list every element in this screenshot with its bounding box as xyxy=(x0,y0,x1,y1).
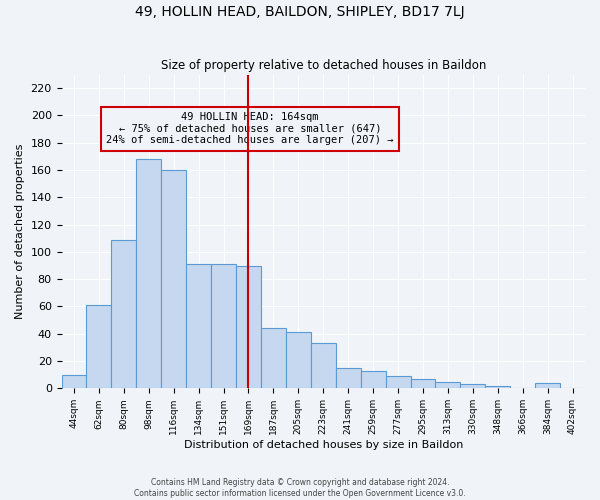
Bar xyxy=(112,240,136,388)
Title: Size of property relative to detached houses in Baildon: Size of property relative to detached ho… xyxy=(161,59,486,72)
Bar xyxy=(86,305,112,388)
Text: 49, HOLLIN HEAD, BAILDON, SHIPLEY, BD17 7LJ: 49, HOLLIN HEAD, BAILDON, SHIPLEY, BD17 … xyxy=(135,5,465,19)
Bar xyxy=(186,264,211,388)
Bar xyxy=(261,328,286,388)
Bar xyxy=(62,374,86,388)
Bar xyxy=(436,382,460,388)
Bar xyxy=(386,376,410,388)
X-axis label: Distribution of detached houses by size in Baildon: Distribution of detached houses by size … xyxy=(184,440,463,450)
Bar xyxy=(535,383,560,388)
Bar xyxy=(311,344,336,388)
Y-axis label: Number of detached properties: Number of detached properties xyxy=(15,144,25,319)
Bar xyxy=(410,379,436,388)
Bar xyxy=(286,332,311,388)
Text: Contains HM Land Registry data © Crown copyright and database right 2024.
Contai: Contains HM Land Registry data © Crown c… xyxy=(134,478,466,498)
Bar xyxy=(336,368,361,388)
Bar xyxy=(460,384,485,388)
Bar xyxy=(361,370,386,388)
Text: 49 HOLLIN HEAD: 164sqm
← 75% of detached houses are smaller (647)
24% of semi-de: 49 HOLLIN HEAD: 164sqm ← 75% of detached… xyxy=(106,112,394,146)
Bar xyxy=(485,386,510,388)
Bar xyxy=(136,159,161,388)
Bar xyxy=(236,266,261,388)
Bar xyxy=(161,170,186,388)
Bar xyxy=(211,264,236,388)
